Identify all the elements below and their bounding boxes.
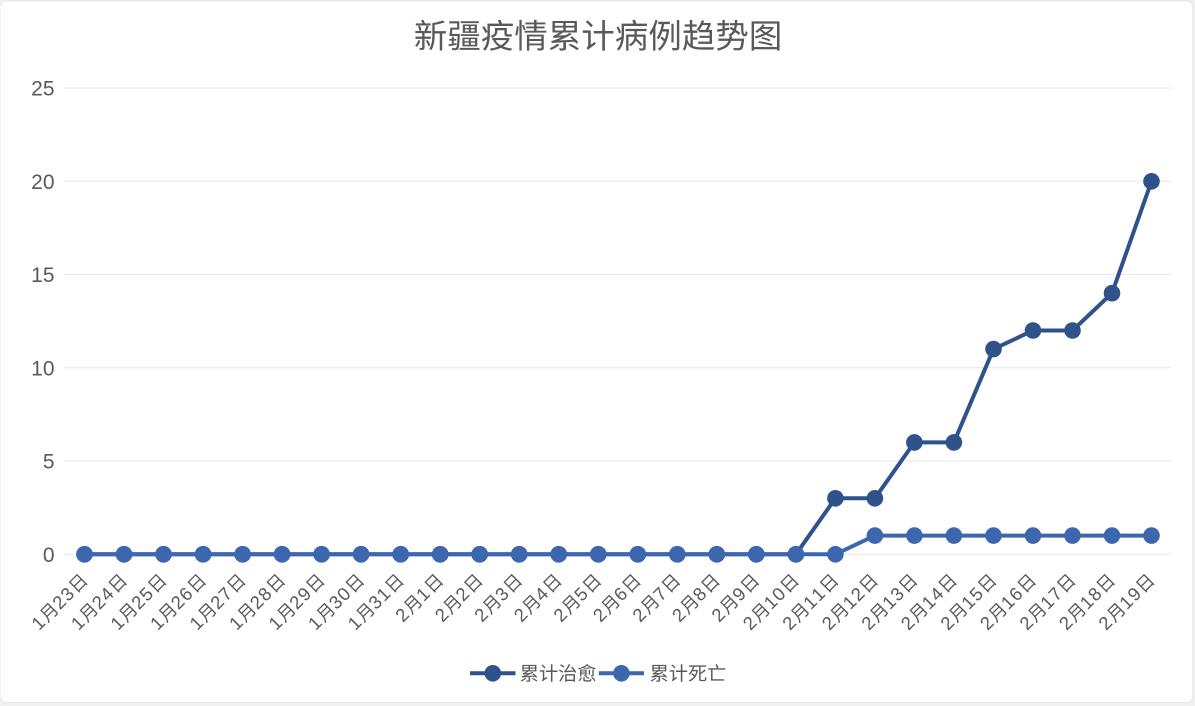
svg-text:15: 15: [31, 264, 54, 287]
svg-text:25: 25: [31, 78, 54, 101]
svg-text:20: 20: [31, 171, 54, 194]
svg-text:10: 10: [31, 357, 54, 380]
svg-text:0: 0: [43, 544, 55, 567]
svg-text:5: 5: [43, 451, 55, 474]
